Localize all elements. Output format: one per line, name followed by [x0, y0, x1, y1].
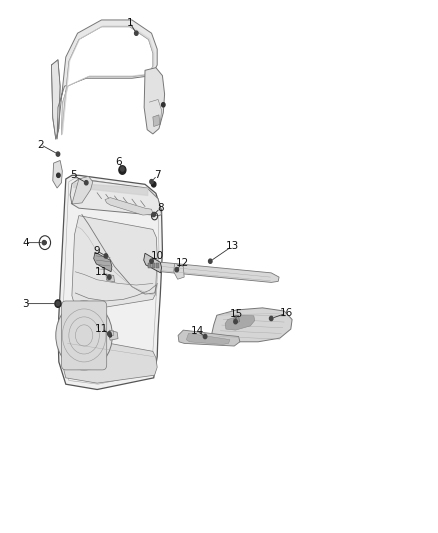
Text: 8: 8 — [157, 203, 163, 213]
Text: 9: 9 — [93, 246, 99, 256]
Polygon shape — [72, 216, 157, 310]
Polygon shape — [61, 27, 153, 135]
Polygon shape — [144, 68, 165, 134]
Circle shape — [56, 301, 113, 370]
Polygon shape — [174, 263, 184, 279]
Circle shape — [56, 152, 60, 156]
Circle shape — [269, 317, 273, 320]
Polygon shape — [94, 252, 112, 272]
Polygon shape — [211, 308, 292, 342]
Circle shape — [234, 319, 237, 324]
Circle shape — [44, 241, 46, 244]
Circle shape — [203, 334, 207, 338]
Circle shape — [175, 268, 179, 272]
Circle shape — [150, 180, 153, 184]
Circle shape — [108, 275, 111, 279]
Text: 7: 7 — [154, 171, 160, 180]
Text: 16: 16 — [280, 308, 293, 318]
Circle shape — [208, 259, 212, 263]
Text: 5: 5 — [70, 171, 77, 180]
Polygon shape — [51, 60, 60, 139]
Circle shape — [152, 213, 155, 216]
Polygon shape — [57, 20, 157, 139]
Polygon shape — [178, 330, 240, 346]
Polygon shape — [144, 253, 162, 273]
Text: 15: 15 — [230, 309, 243, 319]
Text: 14: 14 — [191, 326, 204, 336]
Text: 3: 3 — [22, 298, 28, 309]
Polygon shape — [63, 335, 157, 383]
Text: 13: 13 — [226, 241, 239, 252]
Text: 10: 10 — [151, 252, 164, 261]
Circle shape — [109, 334, 112, 337]
Polygon shape — [234, 316, 240, 323]
Text: 4: 4 — [22, 238, 28, 248]
Circle shape — [108, 332, 111, 336]
Polygon shape — [109, 330, 118, 340]
Text: 6: 6 — [116, 157, 122, 166]
Polygon shape — [71, 176, 93, 204]
Polygon shape — [225, 316, 254, 330]
Polygon shape — [157, 262, 279, 282]
Text: 1: 1 — [127, 18, 133, 28]
Polygon shape — [53, 160, 62, 188]
Circle shape — [55, 300, 61, 308]
Polygon shape — [58, 175, 162, 390]
Circle shape — [56, 302, 60, 306]
Text: 11: 11 — [95, 267, 108, 277]
Polygon shape — [186, 333, 230, 344]
Text: 2: 2 — [37, 140, 44, 150]
Circle shape — [152, 182, 156, 187]
Text: 12: 12 — [175, 259, 189, 268]
Polygon shape — [153, 115, 160, 126]
Circle shape — [120, 167, 124, 171]
Circle shape — [85, 181, 88, 185]
FancyBboxPatch shape — [61, 301, 107, 370]
Bar — [148, 263, 151, 268]
Polygon shape — [106, 274, 115, 282]
Circle shape — [42, 240, 46, 245]
Bar — [156, 263, 159, 268]
Circle shape — [104, 254, 108, 258]
Circle shape — [119, 166, 126, 174]
Polygon shape — [70, 179, 162, 216]
Circle shape — [150, 259, 153, 263]
Text: 11: 11 — [95, 324, 108, 334]
Circle shape — [162, 103, 165, 107]
Circle shape — [57, 173, 60, 177]
Bar — [152, 263, 155, 268]
Polygon shape — [105, 198, 153, 215]
Circle shape — [134, 31, 138, 35]
